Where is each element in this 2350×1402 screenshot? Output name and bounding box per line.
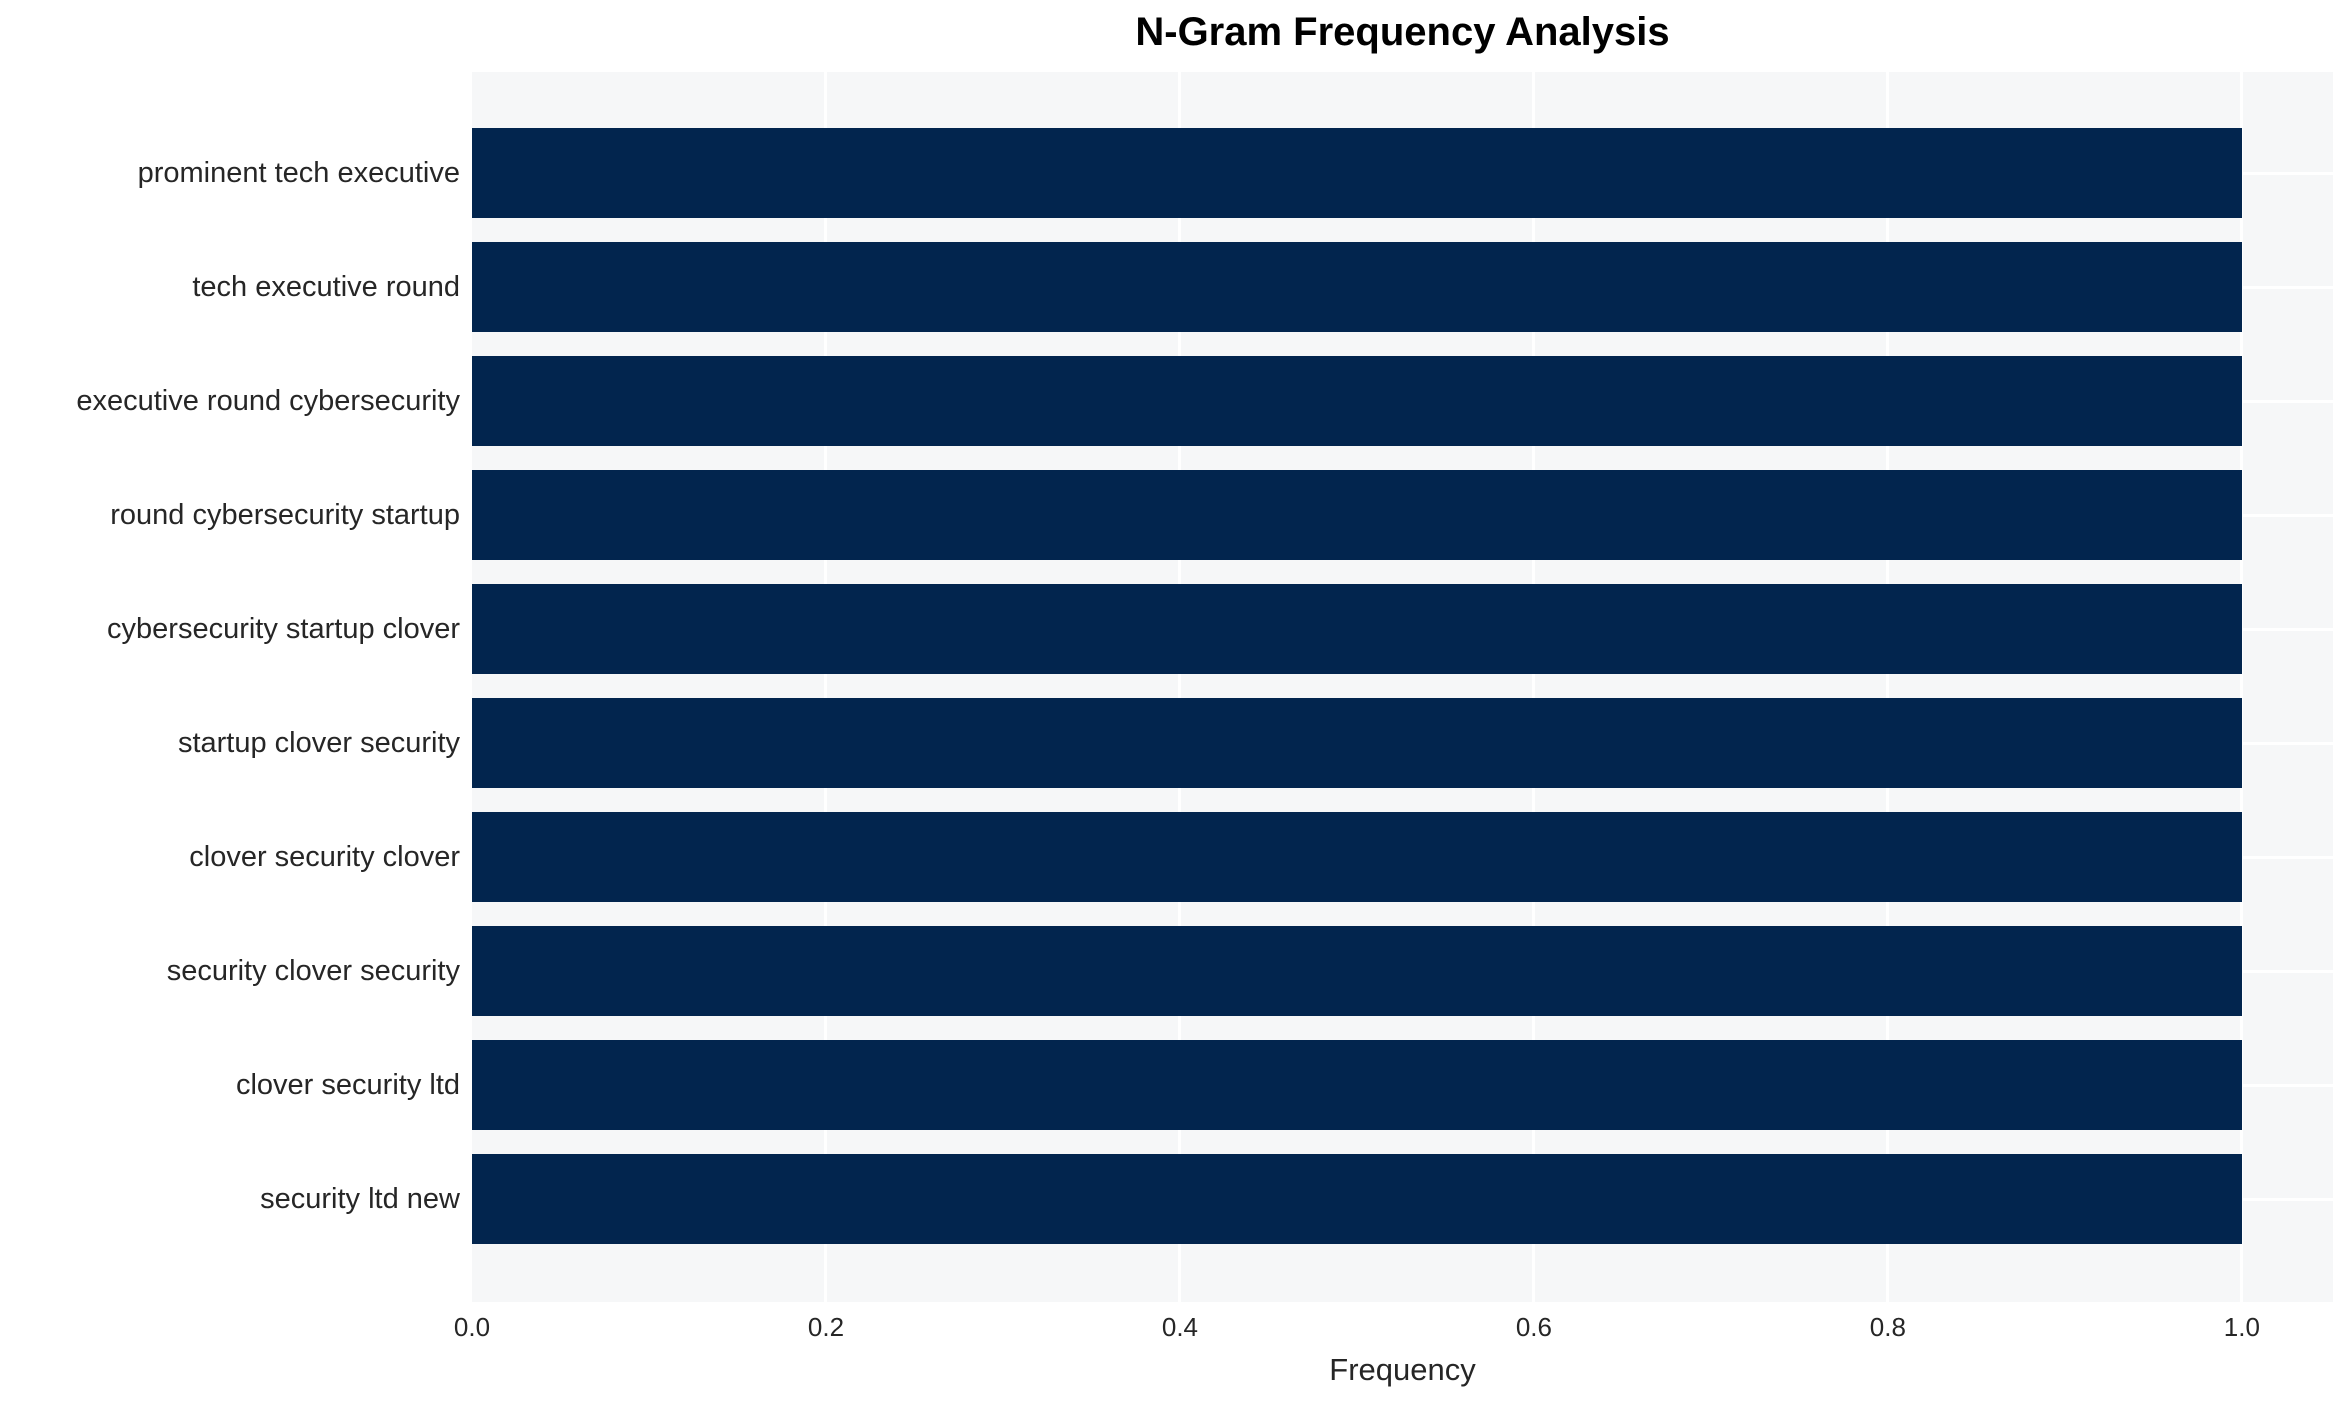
bar-row <box>472 116 2333 230</box>
y-axis-label: cybersecurity startup clover <box>107 612 460 645</box>
bar-row <box>472 572 2333 686</box>
y-axis-label: prominent tech executive <box>137 156 460 189</box>
y-axis-label: security ltd new <box>260 1182 460 1215</box>
y-axis-label: security clover security <box>166 954 460 987</box>
y-axis-label: clover security clover <box>189 840 460 873</box>
y-axis-label: tech executive round <box>192 270 460 303</box>
vertical-gridline <box>2240 72 2244 1302</box>
bar-security-ltd-new <box>472 1153 2242 1245</box>
bar-row <box>472 914 2333 1028</box>
y-axis-labels: prominent tech executive tech executive … <box>0 72 472 1302</box>
vertical-gridline <box>1178 72 1182 1302</box>
y-axis-label: round cybersecurity startup <box>110 498 460 531</box>
bar-row <box>472 1142 2333 1256</box>
y-axis-label: startup clover security <box>177 726 460 759</box>
x-tick-label: 1.0 <box>2223 1312 2260 1342</box>
x-axis-ticks: 0.0 0.2 0.4 0.6 0.8 1.0 <box>454 1302 2333 1346</box>
bar-row <box>472 344 2333 458</box>
bar-tech-executive-round <box>472 241 2242 333</box>
y-axis-label: executive round cybersecurity <box>76 384 460 417</box>
x-tick-label: 0.6 <box>1515 1312 1552 1342</box>
chart-title: N-Gram Frequency Analysis <box>1135 10 1670 54</box>
x-axis-title: Frequency <box>1329 1352 1476 1387</box>
bar-row <box>472 1028 2333 1142</box>
bar-row <box>472 686 2333 800</box>
x-tick-label: 0.8 <box>1869 1312 1906 1342</box>
bar-clover-security-clover <box>472 811 2242 903</box>
bar-startup-clover-security <box>472 697 2242 789</box>
x-tick-label: 0.4 <box>1161 1312 1199 1342</box>
vertical-gridline <box>1532 72 1536 1302</box>
vertical-gridline <box>824 72 828 1302</box>
bar-row <box>472 230 2333 344</box>
bar-executive-round-cybersecurity <box>472 355 2242 447</box>
bar-clover-security-ltd <box>472 1039 2242 1131</box>
plot-area <box>472 72 2333 1302</box>
bar-prominent-tech-executive <box>472 127 2242 219</box>
y-axis-label: clover security ltd <box>235 1068 460 1101</box>
bar-cybersecurity-startup-clover <box>472 583 2242 675</box>
bar-row <box>472 800 2333 914</box>
x-tick-label: 0.2 <box>807 1312 845 1342</box>
x-tick-label: 0.0 <box>453 1312 491 1342</box>
bar-round-cybersecurity-startup <box>472 469 2242 561</box>
bar-row <box>472 458 2333 572</box>
bar-security-clover-security <box>472 925 2242 1017</box>
vertical-gridline <box>1886 72 1890 1302</box>
